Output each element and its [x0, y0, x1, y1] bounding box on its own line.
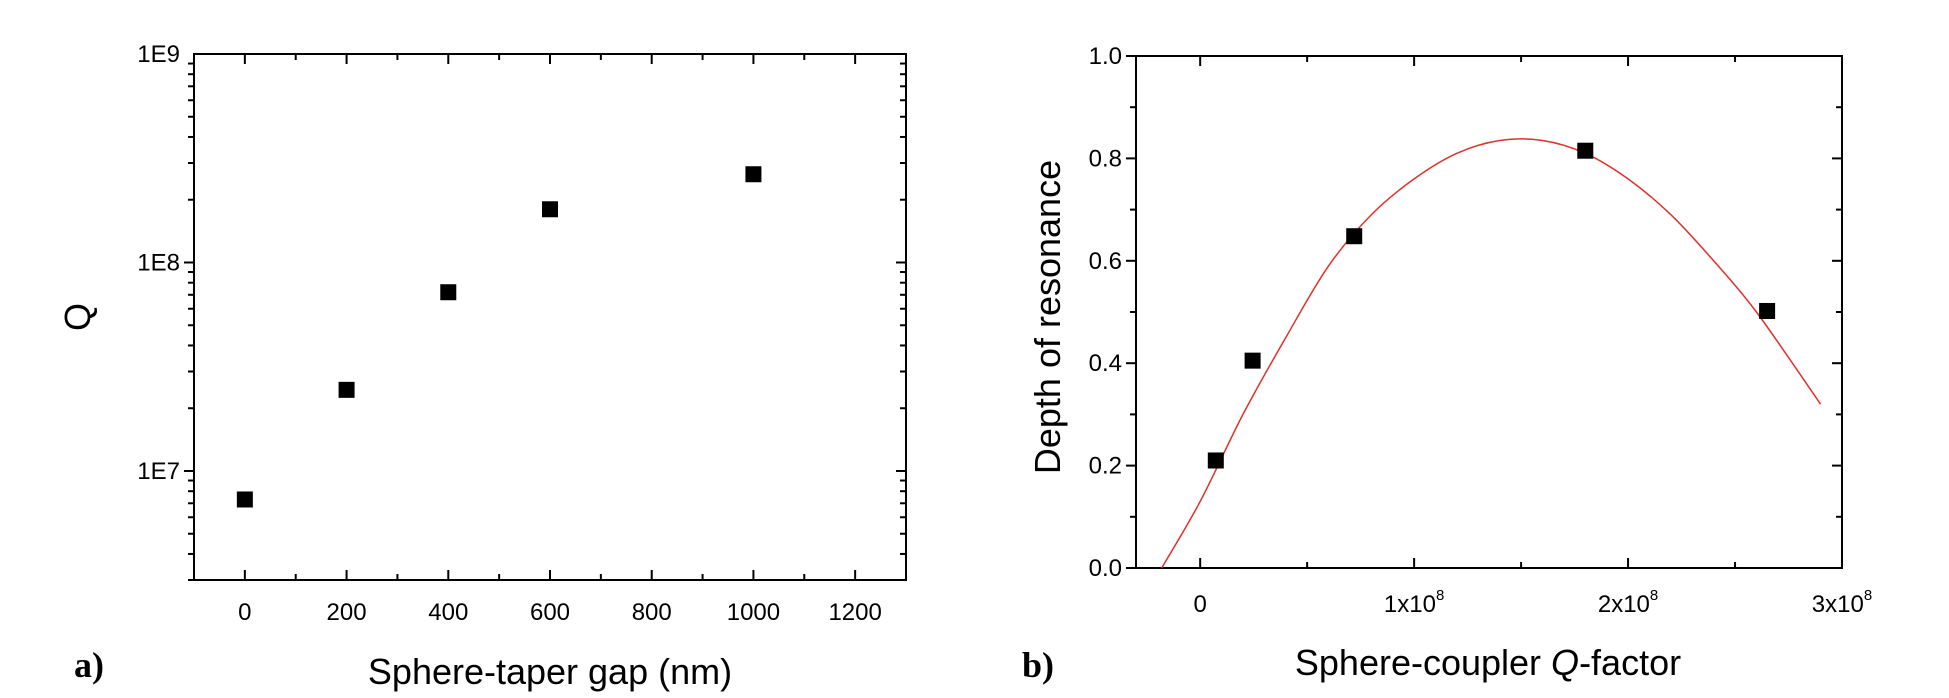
- panel-a-data-point: [440, 284, 457, 301]
- panel-b-x-tick-label-exponent: 8: [1436, 587, 1444, 604]
- panel-a-plot-frame: [193, 53, 907, 581]
- panel-b-y-tick-label: 1.0: [1089, 43, 1122, 70]
- panel-b-y-tick-label: 0.4: [1089, 350, 1122, 377]
- panel-a-y-tick-label: 1E9: [137, 41, 180, 68]
- panel-a-x-tick-label: 600: [530, 599, 570, 626]
- panel-a-chart: 0 200 400 600 800 1000 1200 1E7 1E8 1E9 Sphere-t…: [57, 41, 907, 692]
- panel-b-y-axis-title: Depth of resonance: [1027, 160, 1068, 474]
- panel-a-label: a): [74, 645, 104, 685]
- panel-a-y-tick-label: 1E8: [137, 249, 180, 276]
- panel-b-chart: 0 1x108 2x108 3x108 0.00.20.40.60.81.0 Sphe…: [1022, 43, 1872, 685]
- panel-a-x-tick-label: 800: [632, 599, 672, 626]
- panel-b-data-point: [1346, 228, 1363, 245]
- panel-b-data-points: [1207, 142, 1776, 469]
- panel-b-x-tick-label-exponent: 8: [1650, 587, 1658, 604]
- panel-b-label: b): [1022, 645, 1054, 685]
- panel-b-x-axis-title-part3: -factor: [1579, 642, 1681, 683]
- panel-a-x-tick-label: 400: [428, 599, 468, 626]
- panel-a-data-points: [236, 166, 762, 508]
- panel-b-x-tick-label-base: 1x10: [1384, 591, 1436, 618]
- panel-a-data-point: [338, 381, 355, 398]
- panel-b-x-tick-label-base: 0: [1194, 591, 1207, 618]
- panel-b-x-tick-label: 2x108: [1598, 587, 1658, 618]
- panel-b-y-ticks: 0.0 0.2 0.4 0.6 0.8 1.0: [1089, 43, 1842, 582]
- panel-a-x-tick-label: 200: [327, 599, 367, 626]
- panel-b-data-point: [1207, 452, 1224, 469]
- panel-b-x-tick-label-base: 2x10: [1598, 591, 1650, 618]
- panel-b-x-axis-title: Sphere-coupler Q-factor: [1295, 642, 1681, 683]
- panel-a-data-point: [542, 201, 558, 218]
- panel-b-y-tick-label: 0.2: [1089, 453, 1122, 480]
- panel-b-x-axis-title-part2: Q: [1551, 642, 1579, 683]
- panel-b-fit-curve: [1161, 138, 1822, 569]
- panel-b-x-tick-label: 3x108: [1812, 587, 1872, 618]
- panel-a-data-point: [236, 491, 253, 508]
- panel-b-y-tick-label: 0.0: [1089, 555, 1122, 582]
- panel-b-y-tick-label: 0.8: [1089, 145, 1122, 172]
- panel-a-x-ticks: 0 200 400 600 800 1000 1200: [193, 54, 907, 626]
- panel-b-plot-frame: [1135, 55, 1843, 569]
- panel-b-data-point: [1577, 142, 1594, 159]
- panel-b-y-tick-label: 0.6: [1089, 248, 1122, 275]
- panel-a-x-tick-label: 1200: [828, 599, 881, 626]
- panel-a-x-tick-label: 0: [238, 599, 251, 626]
- panel-a-y-tick-label: 1E7: [137, 458, 180, 485]
- panel-b-data-point: [1759, 302, 1776, 319]
- panel-b-x-tick-label: 1x108: [1384, 587, 1444, 618]
- panel-a-data-point: [745, 166, 762, 183]
- panel-b-x-tick-label: 0: [1194, 591, 1207, 618]
- panel-b-x-axis-title-part1: Sphere-coupler: [1295, 642, 1551, 683]
- panel-a-x-axis-title: Sphere-taper gap (nm): [368, 651, 732, 692]
- panel-a-y-ticks: 1E7 1E8 1E9: [137, 41, 906, 581]
- panel-a-x-tick-label: 1000: [727, 599, 780, 626]
- panel-b-x-tick-label-exponent: 8: [1864, 587, 1872, 604]
- panel-a-y-axis-title: Q: [57, 303, 98, 331]
- panel-b-data-point: [1244, 352, 1261, 369]
- panel-b-x-tick-label-base: 3x10: [1812, 591, 1864, 618]
- panel-b-fit-curve-group: [1161, 138, 1822, 569]
- panel-b-x-ticks: 0 1x108 2x108 3x108: [1194, 56, 1872, 618]
